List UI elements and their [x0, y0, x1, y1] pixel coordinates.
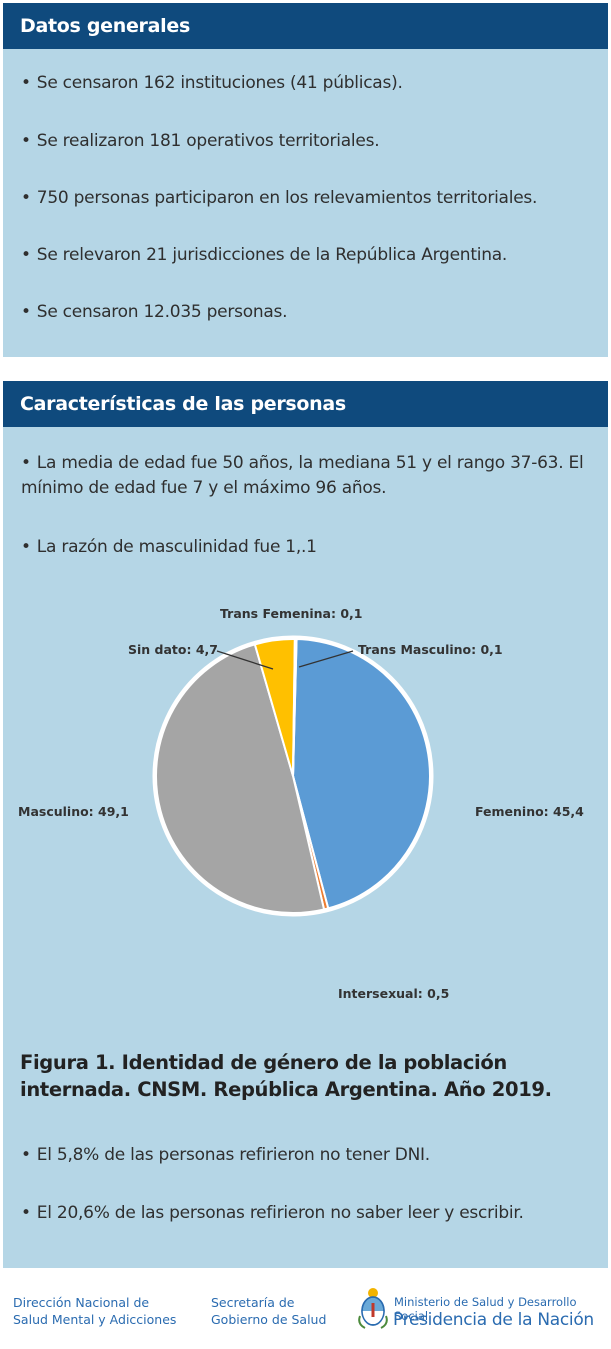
data-label-trans-femenina: Trans Femenina: 0,1 [220, 606, 362, 621]
panel-title: Características de las personas [3, 381, 608, 427]
data-label-femenino: Femenino: 45,4 [475, 804, 584, 819]
footer: Dirección Nacional de Salud Mental y Adi… [0, 1270, 611, 1349]
panel-title: Datos generales [3, 3, 608, 49]
leader-line [216, 650, 274, 670]
data-label-trans-masculino: Trans Masculino: 0,1 [358, 642, 503, 657]
list-item: • Se censaron 12.035 personas. [21, 302, 288, 322]
ministry-name: Ministerio de Salud y Desarrollo Social [394, 1295, 577, 1323]
list-item: • Se relevaron 21 jurisdicciones de la Re… [21, 245, 508, 265]
list-item: • Se realizaron 181 operativos territoria… [21, 131, 380, 151]
list-item: • La media de edad fue 50 años, la median… [21, 453, 584, 498]
list-item: • El 5,8% de las personas refirieron no t… [21, 1145, 430, 1165]
leader-line [298, 650, 354, 668]
data-label-intersexual: Intersexual: 0,5 [338, 986, 449, 1001]
pie-slice-trans-masculino [292, 638, 298, 777]
org-secretaria: Secretaría de Gobierno de Salud [211, 1295, 327, 1327]
bullet-icon: • [21, 188, 31, 208]
pie-slice-femenino [291, 638, 431, 910]
pie-outline [152, 635, 434, 917]
bullet-icon: • [21, 73, 31, 93]
datos-generales-panel: Datos generales • Se censaron 162 institu… [3, 3, 608, 357]
bullet-icon: • [21, 245, 31, 265]
bullet-icon: • [21, 302, 31, 322]
list-item: • 750 personas participaron en los releva… [21, 188, 538, 208]
presidency-name: Presidencia de la Nación [393, 1310, 594, 1330]
pie-slice-masculino [155, 643, 326, 914]
data-label-masculino: Masculino: 49,1 [18, 804, 129, 819]
list-item: • El 20,6% de las personas refirieron no … [21, 1203, 524, 1223]
caracteristicas-panel: Características de las personas • La medi… [3, 381, 608, 1268]
bullet-icon: • [21, 1203, 31, 1223]
bullet-icon: • [21, 1145, 31, 1165]
gender-identity-pie-chart: Femenino: 45,4 Intersexual: 0,5 Masculino:… [18, 606, 584, 1001]
figure-caption: Figura 1. Identidad de género de la pobl… [20, 1051, 552, 1101]
argentina-coat-of-arms-icon [358, 1288, 388, 1329]
org-direccion-nacional: Dirección Nacional de Salud Mental y Adi… [13, 1295, 177, 1327]
list-item: • La razón de masculinidad fue 1,.1 [21, 537, 317, 557]
bullet-icon: • [21, 453, 31, 473]
data-label-sin-dato: Sin dato: 4,7 [128, 642, 218, 657]
bullet-icon: • [21, 131, 31, 151]
list-item: • Se censaron 162 instituciones (41 públi… [21, 73, 403, 93]
bullet-icon: • [21, 537, 31, 557]
